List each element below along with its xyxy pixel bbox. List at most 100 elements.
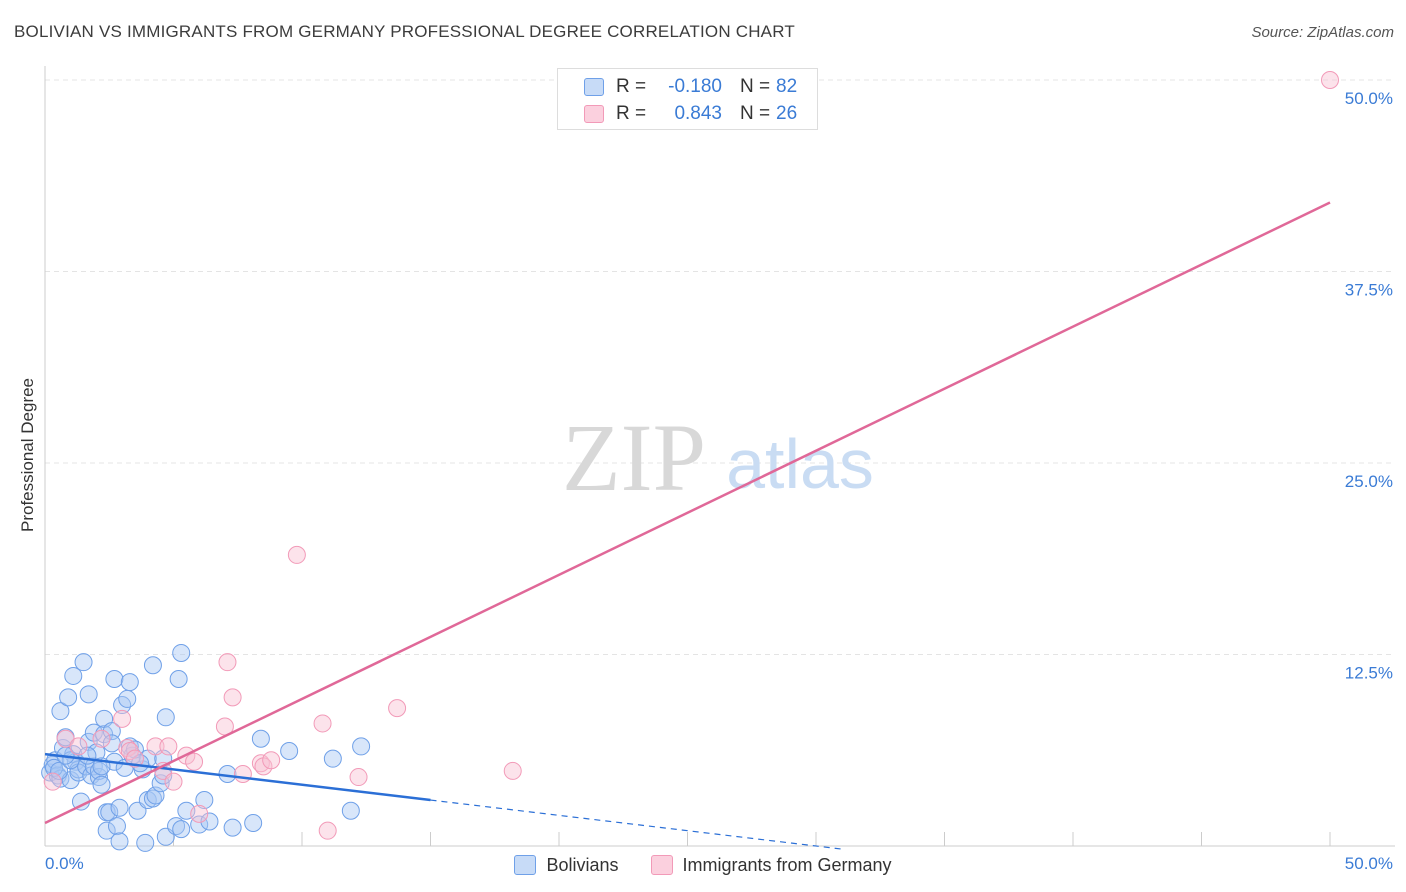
bolivians-trend-extension [430, 799, 842, 850]
bolivians-point-76 [50, 761, 69, 780]
germany-point-27 [503, 761, 522, 780]
germany-point-21 [262, 751, 281, 770]
legend-label-bolivians: Bolivians [546, 854, 619, 875]
bolivians-point-52 [143, 789, 162, 808]
legend-swatch-blue [514, 855, 537, 875]
watermark: ZIP atlas [562, 404, 874, 511]
bolivians-point-71 [280, 742, 299, 761]
bolivians-point-70 [251, 729, 270, 748]
bolivians-point-31 [100, 803, 119, 822]
germany-point-2 [69, 737, 88, 756]
bolivians-point-61 [172, 643, 191, 662]
bolivians-point-32 [102, 722, 121, 741]
germany-point-14 [190, 804, 209, 823]
legend-item-germany: Immigrants from Germany [650, 854, 892, 876]
bolivians-point-25 [89, 761, 108, 780]
correlation-legend: R = -0.180 N = 82 R = 0.843 N = 26 [557, 68, 818, 130]
series-bolivians-points [41, 643, 371, 852]
germany-trend-line [44, 201, 1331, 825]
bolivians-point-42 [120, 673, 139, 692]
legend-swatch-blue [584, 78, 604, 96]
x-tick-label-min: 0.0% [45, 854, 84, 873]
x-tick-label-max: 50.0% [1345, 854, 1393, 873]
source-label: Source: ZipAtlas.com [1251, 24, 1394, 41]
germany-point-25 [349, 768, 368, 787]
bolivians-point-38 [110, 832, 129, 851]
bolivians-point-11 [64, 666, 83, 685]
germany-point-19 [251, 754, 270, 773]
bolivians-point-68 [223, 818, 242, 837]
legend-item-bolivians: Bolivians [514, 854, 619, 876]
bolivians-point-74 [352, 737, 371, 756]
legend-row-bolivians: R = -0.180 N = 82 [584, 75, 797, 99]
legend-r-value: -0.180 [668, 76, 722, 97]
bolivians-point-16 [74, 653, 93, 672]
germany-point-7 [125, 749, 144, 768]
bolivians-point-5 [51, 702, 70, 721]
y-tick-label-3: 50.0% [1345, 89, 1393, 108]
germany-point-10 [159, 737, 178, 756]
germany-point-26 [388, 699, 407, 718]
tick-labels: 12.5% 25.0% 37.5% 50.0% 0.0% 50.0% [45, 89, 1393, 873]
bolivians-point-73 [341, 801, 360, 820]
legend-r-label: R = [616, 76, 647, 97]
germany-point-22 [287, 545, 306, 564]
germany-point-3 [92, 729, 111, 748]
legend-n-value: 26 [776, 103, 798, 124]
legend-n-label: N = [740, 76, 771, 97]
legend-swatch-pink [584, 105, 604, 123]
germany-point-23 [313, 714, 332, 733]
bolivians-point-72 [323, 749, 342, 768]
legend-r-label: R = [616, 103, 647, 124]
germany-point-4 [113, 709, 132, 728]
bolivians-point-37 [110, 798, 129, 817]
germany-point-0 [43, 772, 62, 791]
chart-title: BOLIVIAN VS IMMIGRANTS FROM GERMANY PROF… [14, 22, 795, 41]
bolivians-point-51 [143, 656, 162, 675]
y-tick-label-2: 37.5% [1345, 281, 1393, 300]
bolivians-point-64 [190, 815, 209, 834]
germany-point-24 [318, 821, 337, 840]
bolivians-trend-line [44, 752, 431, 802]
bolivians-point-60 [169, 670, 188, 689]
bolivians-point-57 [156, 708, 175, 727]
bolivians-point-30 [97, 821, 116, 840]
bolivians-point-75 [44, 758, 63, 777]
y-tick-label-1: 25.0% [1345, 472, 1393, 491]
watermark-zip: ZIP [562, 404, 706, 511]
germany-point-11 [164, 772, 183, 791]
watermark-atlas: atlas [726, 425, 874, 503]
bolivians-point-62 [172, 820, 191, 839]
bolivians-point-41 [118, 689, 137, 708]
axes [44, 66, 1395, 847]
bolivians-point-8 [59, 688, 78, 707]
germany-point-16 [218, 653, 237, 672]
legend-swatch-pink [650, 855, 673, 875]
bolivians-point-19 [79, 685, 98, 704]
y-tick-label-0: 12.5% [1345, 664, 1393, 683]
germany-point-28 [1321, 71, 1339, 89]
germany-point-8 [146, 737, 165, 756]
bolivians-point-65 [195, 791, 214, 810]
legend-n-label: N = [740, 103, 771, 124]
bolivians-point-69 [244, 814, 263, 833]
series-legend: Bolivians Immigrants from Germany [0, 852, 1406, 878]
legend-label-germany: Immigrants from Germany [682, 854, 892, 875]
series-germany-points [43, 71, 1339, 840]
legend-r-value: 0.843 [674, 103, 722, 124]
gridlines [45, 79, 1395, 655]
legend-row-germany: R = 0.843 N = 26 [584, 102, 797, 126]
bolivians-point-36 [107, 817, 126, 836]
bolivians-point-26 [92, 775, 111, 794]
trend-lines [44, 201, 1331, 850]
legend-n-value: 82 [776, 76, 798, 97]
germany-point-18 [233, 764, 252, 783]
bolivians-point-59 [167, 817, 186, 836]
bolivians-point-39 [113, 696, 132, 715]
bolivians-point-48 [136, 833, 155, 852]
y-axis-label: Professional Degree [18, 377, 37, 533]
germany-point-17 [223, 688, 242, 707]
germany-point-13 [185, 752, 204, 771]
bolivians-point-66 [200, 812, 219, 831]
